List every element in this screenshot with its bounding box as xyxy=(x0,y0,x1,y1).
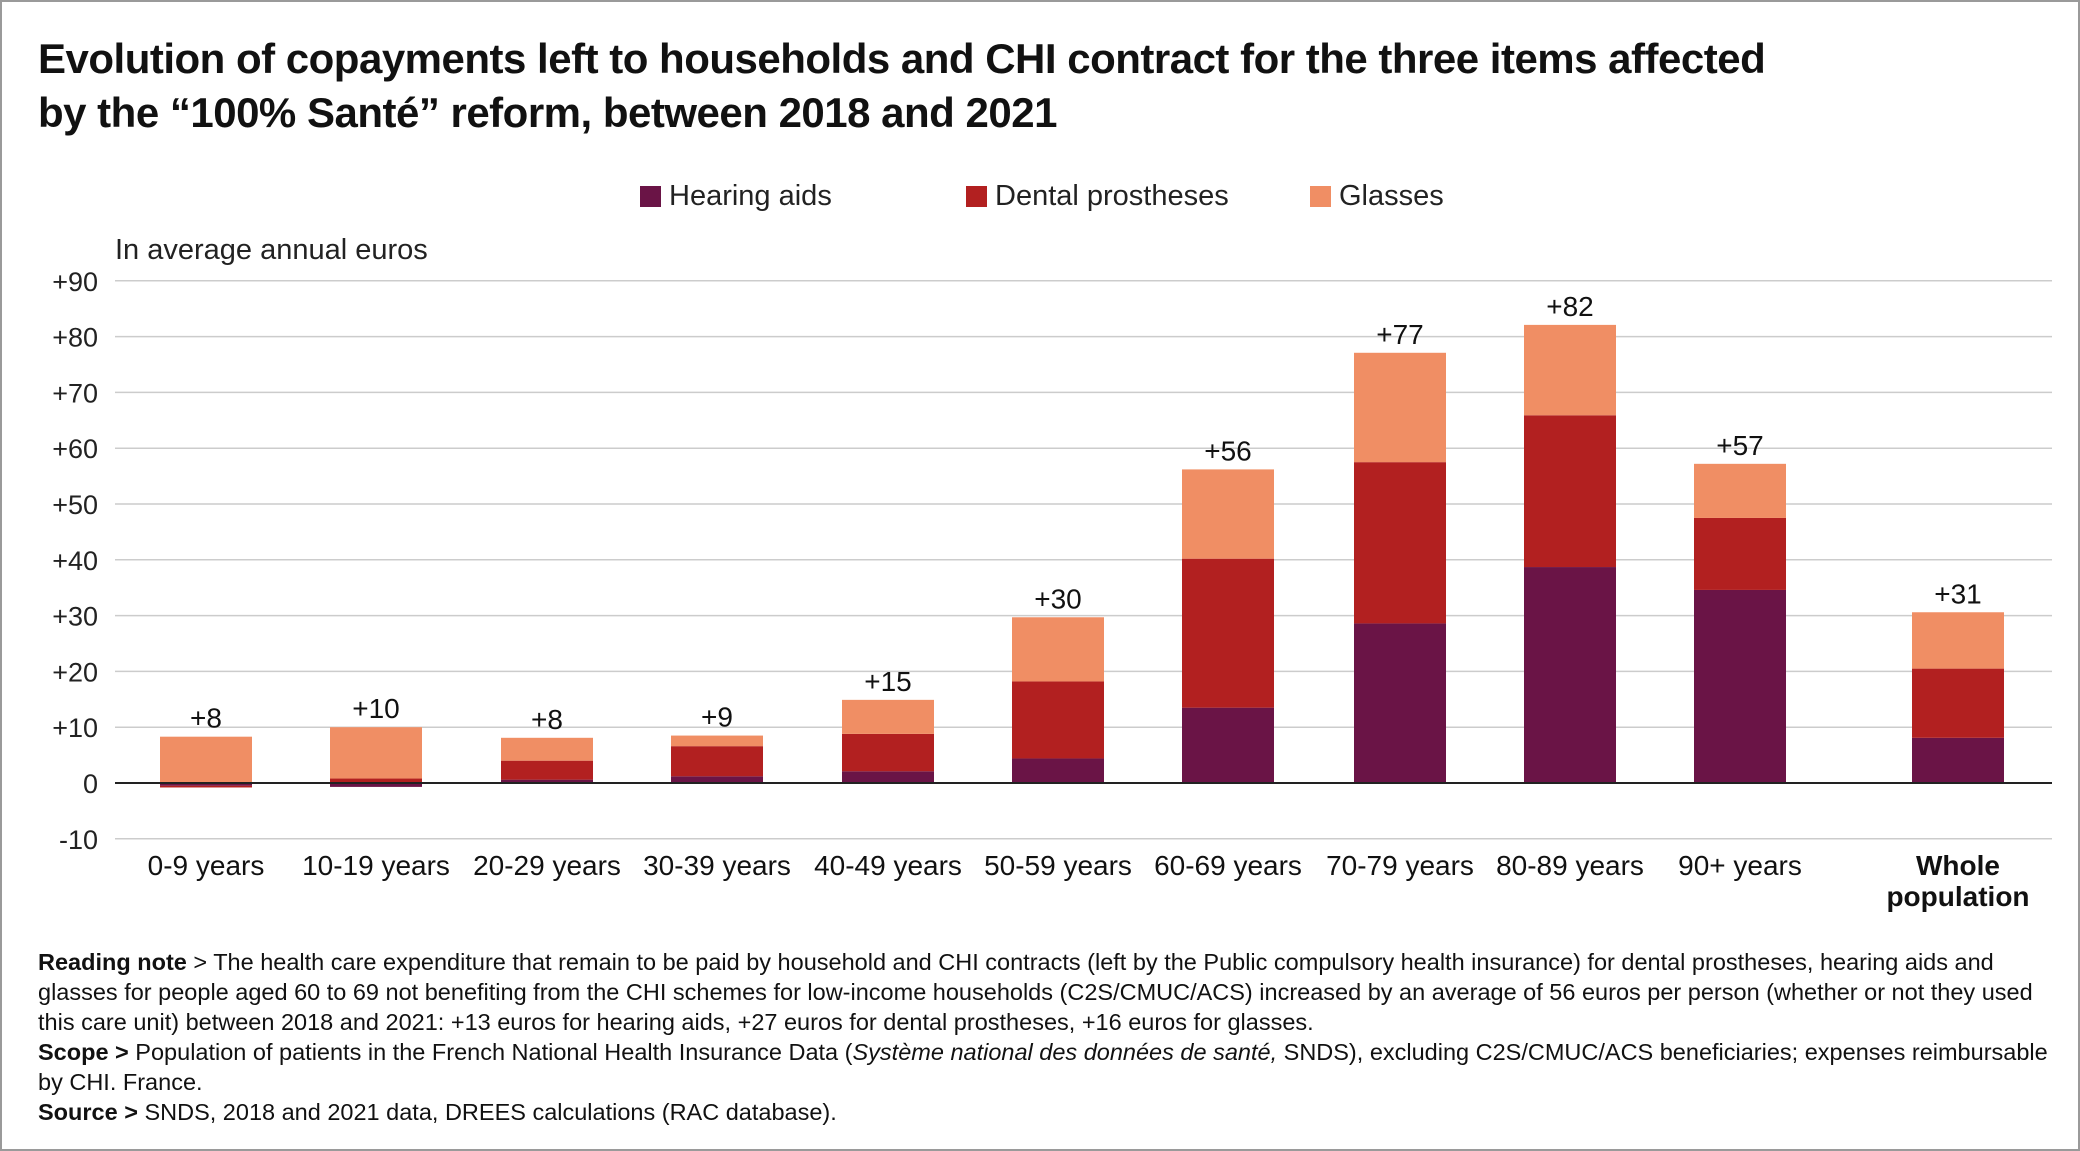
bar-glasses xyxy=(501,737,593,761)
bar-dental-prostheses xyxy=(1182,558,1274,708)
y-tick-label: +20 xyxy=(52,657,98,687)
y-tick-label: +60 xyxy=(52,434,98,464)
x-tick-label: 90+ years xyxy=(1678,850,1802,881)
scope-note-label: Scope > xyxy=(38,1039,129,1065)
y-tick-label: +40 xyxy=(52,546,98,576)
bar-glasses xyxy=(671,735,763,747)
y-tick-label: +70 xyxy=(52,378,98,408)
bar-dental-prostheses xyxy=(330,778,422,783)
legend-label-dental-prostheses: Dental prostheses xyxy=(995,180,1229,212)
chart-title-line-2: by the “100% Santé” reform, between 2018… xyxy=(38,89,1057,136)
bar-hearing-aids xyxy=(1524,567,1616,783)
scope-note-text-2: SNDS), excluding C2S/CMUC/ACS beneficiar… xyxy=(38,1039,2048,1095)
total-label: +15 xyxy=(864,666,912,697)
total-label: +10 xyxy=(352,693,400,724)
total-label: +30 xyxy=(1034,583,1082,614)
bar-glasses xyxy=(330,727,422,779)
x-tick-label: 0-9 years xyxy=(148,850,265,881)
bar-dental-prostheses xyxy=(160,785,252,788)
bar-glasses xyxy=(1182,469,1274,559)
bar-hearing-aids xyxy=(1182,707,1274,783)
y-tick-label: +80 xyxy=(52,323,98,353)
total-label: +31 xyxy=(1934,578,1982,609)
legend-item-dental-prostheses: Dental prostheses xyxy=(966,180,1229,213)
bar-hearing-aids xyxy=(330,783,422,787)
bar-glasses xyxy=(1012,617,1104,682)
x-tick-label: 50-59 years xyxy=(984,850,1132,881)
bar-dental-prostheses xyxy=(1354,462,1446,624)
bar-hearing-aids xyxy=(1012,758,1104,783)
reading-note: Reading note > The health care expenditu… xyxy=(38,947,2048,1037)
bar-hearing-aids xyxy=(160,783,252,786)
source-note-label: Source > xyxy=(38,1099,138,1125)
x-tick-label: 60-69 years xyxy=(1154,850,1302,881)
bar-dental-prostheses xyxy=(1524,415,1616,568)
bar-glasses xyxy=(1694,463,1786,518)
bar-dental-prostheses xyxy=(671,746,763,777)
x-tick-label: 20-29 years xyxy=(473,850,621,881)
x-tick-label: Whole xyxy=(1916,850,2000,881)
scope-note-text-1: Population of patients in the French Nat… xyxy=(128,1039,853,1065)
y-tick-label: +90 xyxy=(52,267,98,297)
bar-glasses xyxy=(842,699,934,734)
x-tick-label: 70-79 years xyxy=(1326,850,1474,881)
x-tick-label: population xyxy=(1886,881,2029,912)
legend-label-glasses: Glasses xyxy=(1339,180,1444,212)
scope-note-italic: Système national des données de santé, xyxy=(852,1039,1278,1065)
total-label: +56 xyxy=(1204,435,1252,466)
unit-label: In average annual euros xyxy=(115,234,428,266)
bar-hearing-aids xyxy=(1912,737,2004,783)
y-tick-label: +30 xyxy=(52,602,98,632)
legend-item-glasses: Glasses xyxy=(1310,180,1444,213)
bar-hearing-aids xyxy=(501,779,593,783)
legend-item-hearing-aids: Hearing aids xyxy=(640,180,832,213)
scope-note: Scope > Population of patients in the Fr… xyxy=(38,1037,2048,1097)
reading-note-label: Reading note xyxy=(38,949,187,975)
x-tick-label: 10-19 years xyxy=(302,850,450,881)
legend-swatch-hearing-aids xyxy=(640,186,661,207)
y-tick-label: +10 xyxy=(52,713,98,743)
total-label: +9 xyxy=(701,702,733,733)
x-tick-label: 80-89 years xyxy=(1496,850,1644,881)
chart-title-line-1: Evolution of copayments left to househol… xyxy=(38,35,1766,82)
bar-glasses xyxy=(1912,612,2004,669)
y-tick-label: +50 xyxy=(52,490,98,520)
bar-chart: -10 0 +10 +20 +30 +40 +50 +60 +70 +80 +90 +8 0-9 yea… xyxy=(52,267,2052,912)
bar-hearing-aids xyxy=(671,776,763,783)
bar-glasses xyxy=(1524,324,1616,416)
chart-title: Evolution of copayments left to househol… xyxy=(38,32,1938,140)
bar-dental-prostheses xyxy=(842,733,934,772)
bar-dental-prostheses xyxy=(1012,681,1104,759)
footnotes: Reading note > The health care expenditu… xyxy=(38,947,2048,1127)
bar-hearing-aids xyxy=(1694,589,1786,783)
bar-hearing-aids xyxy=(1354,623,1446,783)
x-tick-label: 40-49 years xyxy=(814,850,962,881)
y-tick-label: 0 xyxy=(83,769,98,799)
bar-dental-prostheses xyxy=(501,760,593,780)
legend-swatch-dental-prostheses xyxy=(966,186,987,207)
x-tick-label: 30-39 years xyxy=(643,850,791,881)
total-label: +8 xyxy=(190,703,222,734)
total-label: +82 xyxy=(1546,291,1594,322)
y-tick-label: -10 xyxy=(59,825,98,855)
total-label: +8 xyxy=(531,704,563,735)
source-note-text: SNDS, 2018 and 2021 data, DREES calculat… xyxy=(137,1099,837,1125)
total-label: +77 xyxy=(1376,319,1424,350)
bar-glasses xyxy=(1354,352,1446,463)
bar-dental-prostheses xyxy=(1912,668,2004,738)
source-note: Source > SNDS, 2018 and 2021 data, DREES… xyxy=(38,1097,2048,1127)
legend-swatch-glasses xyxy=(1310,186,1331,207)
bar-hearing-aids xyxy=(842,771,934,783)
bar-dental-prostheses xyxy=(1694,517,1786,590)
reading-note-text: > The health care expenditure that remai… xyxy=(38,949,2033,1035)
bar-glasses xyxy=(160,736,252,783)
total-label: +57 xyxy=(1716,430,1764,461)
legend-label-hearing-aids: Hearing aids xyxy=(669,180,832,212)
